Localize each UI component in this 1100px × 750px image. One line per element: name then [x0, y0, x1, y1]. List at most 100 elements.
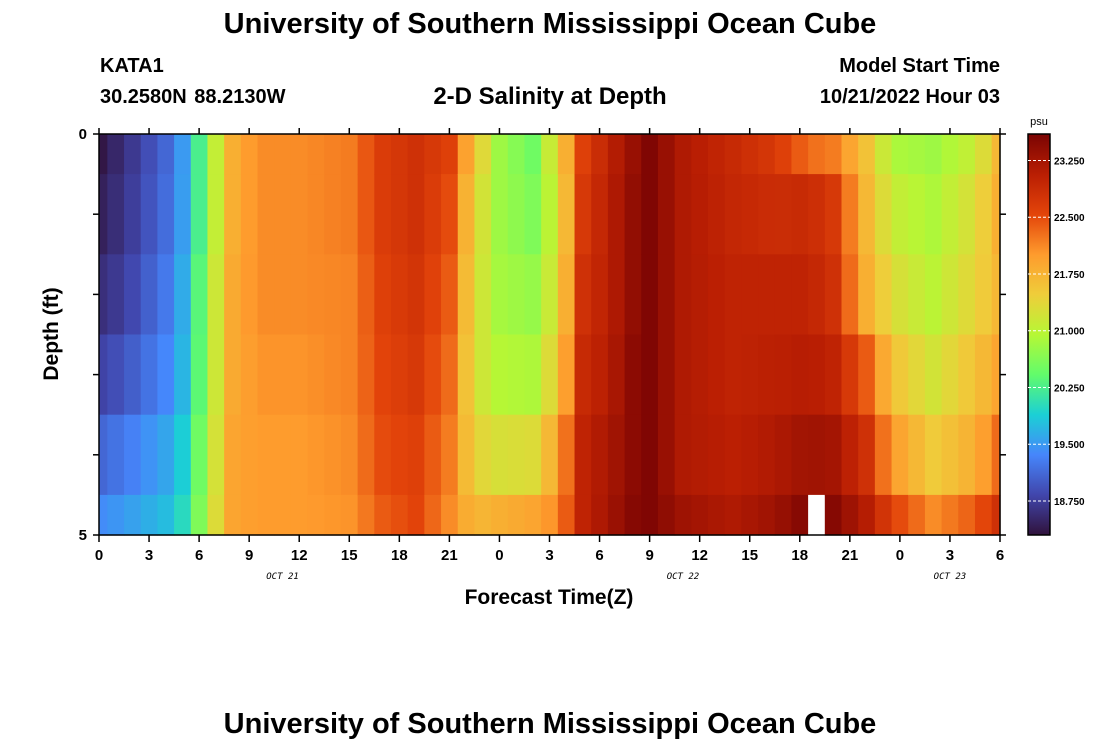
heatmap-cell: [557, 134, 576, 175]
heatmap-cell: [874, 254, 893, 336]
heatmap-cell: [708, 134, 726, 175]
heatmap-cell: [808, 174, 826, 255]
heatmap-cell: [924, 334, 943, 416]
heatmap-cell: [891, 134, 909, 175]
heatmap-cell: [324, 134, 342, 175]
heatmap-cell: [674, 334, 692, 416]
heatmap-cell: [274, 174, 292, 255]
heatmap-cell: [791, 494, 809, 536]
heatmap-cell: [791, 254, 809, 336]
heatmap-cell: [591, 134, 609, 175]
heatmap-cell: [290, 174, 309, 255]
heatmap-cell: [908, 134, 926, 175]
x-tick-label: 12: [691, 547, 708, 564]
heatmap-cell: [774, 334, 793, 416]
heatmap-cell: [407, 174, 425, 255]
x-tick-label: 6: [996, 547, 1004, 564]
heatmap-cell: [607, 254, 626, 336]
heatmap-cell: [224, 494, 242, 536]
heatmap-cell: [941, 334, 959, 416]
heatmap-cell: [924, 174, 943, 255]
heatmap-cell: [808, 414, 826, 496]
heatmap-cell: [641, 494, 659, 536]
heatmap-cell: [741, 414, 759, 496]
heatmap-cell: [357, 254, 375, 336]
heatmap-cell: [307, 494, 325, 536]
x-tick-label: 18: [791, 547, 808, 564]
heatmap-cell: [924, 494, 943, 536]
heatmap-cell: [724, 174, 742, 255]
x-date-label: OCT 22: [667, 572, 700, 582]
heatmap-cell: [457, 174, 476, 255]
heatmap-cell: [424, 134, 442, 175]
colorbar-unit: psu: [1030, 116, 1048, 128]
heatmap-cell: [641, 254, 659, 336]
heatmap-cell: [841, 414, 859, 496]
heatmap-cell: [507, 254, 526, 336]
heatmap-cell: [257, 414, 275, 496]
heatmap-cell: [107, 174, 125, 255]
heatmap-cell: [307, 414, 325, 496]
heatmap-cell: [190, 174, 209, 255]
y-axis-label: Depth (ft): [40, 287, 63, 380]
heatmap-cell: [958, 334, 976, 416]
heatmap-cell: [240, 334, 259, 416]
heatmap-cell: [324, 494, 342, 536]
heatmap-cell: [307, 174, 325, 255]
heatmap-cell: [958, 494, 976, 536]
heatmap-cell: [674, 174, 692, 255]
heatmap-cell: [858, 174, 876, 255]
heatmap-cell: [374, 134, 392, 175]
heatmap-cell: [107, 494, 125, 536]
heatmap-cell: [841, 174, 859, 255]
heatmap-cell: [991, 134, 1001, 175]
heatmap-cell: [441, 254, 459, 336]
heatmap-cell: [657, 414, 676, 496]
heatmap-cell: [174, 414, 192, 496]
heatmap-cell: [941, 134, 959, 175]
heatmap-cell: [607, 134, 626, 175]
heatmap-cell: [99, 174, 108, 255]
heatmap-cell: [958, 174, 976, 255]
heatmap-cell: [591, 414, 609, 496]
colorbar-tick-label: 21.750: [1054, 270, 1085, 281]
heatmap-cell: [474, 254, 492, 336]
heatmap-cell: [691, 494, 709, 536]
heatmap-cell: [991, 334, 1001, 416]
heatmap-cell: [741, 494, 759, 536]
heatmap-cell: [340, 134, 359, 175]
heatmap-cell: [324, 254, 342, 336]
heatmap-cell: [524, 494, 542, 536]
heatmap-cell: [774, 414, 793, 496]
heatmap-cell: [708, 494, 726, 536]
heatmap-cell: [874, 494, 893, 536]
heatmap-cell: [641, 334, 659, 416]
heatmap-cell: [140, 134, 158, 175]
y-tick-label: 0: [79, 126, 87, 143]
heatmap-cell: [390, 414, 409, 496]
heatmap-cell: [824, 494, 843, 536]
heatmap-cell: [641, 414, 659, 496]
heatmap-cell: [591, 334, 609, 416]
heatmap-cell: [374, 414, 392, 496]
heatmap-cell: [974, 134, 993, 175]
heatmap-cell: [224, 334, 242, 416]
heatmap-cell: [858, 494, 876, 536]
heatmap-cell: [591, 254, 609, 336]
heatmap-cell: [224, 134, 242, 175]
heatmap-cell: [724, 134, 742, 175]
heatmap-cell: [424, 494, 442, 536]
heatmap-cell: [591, 174, 609, 255]
heatmap-cell: [574, 334, 592, 416]
heatmap-cell: [324, 174, 342, 255]
heatmap-cell: [858, 134, 876, 175]
heatmap-cell: [174, 494, 192, 536]
colorbar-ticks: 18.750 19.500 20.250 21.000 21.750 22.500 23.2…: [1028, 156, 1085, 508]
heatmap-cell: [240, 174, 259, 255]
heatmap-cell: [190, 414, 209, 496]
heatmap-cell: [190, 134, 209, 175]
heatmap-cell: [374, 494, 392, 536]
heatmap-cell: [607, 334, 626, 416]
heatmap-cell: [290, 134, 309, 175]
